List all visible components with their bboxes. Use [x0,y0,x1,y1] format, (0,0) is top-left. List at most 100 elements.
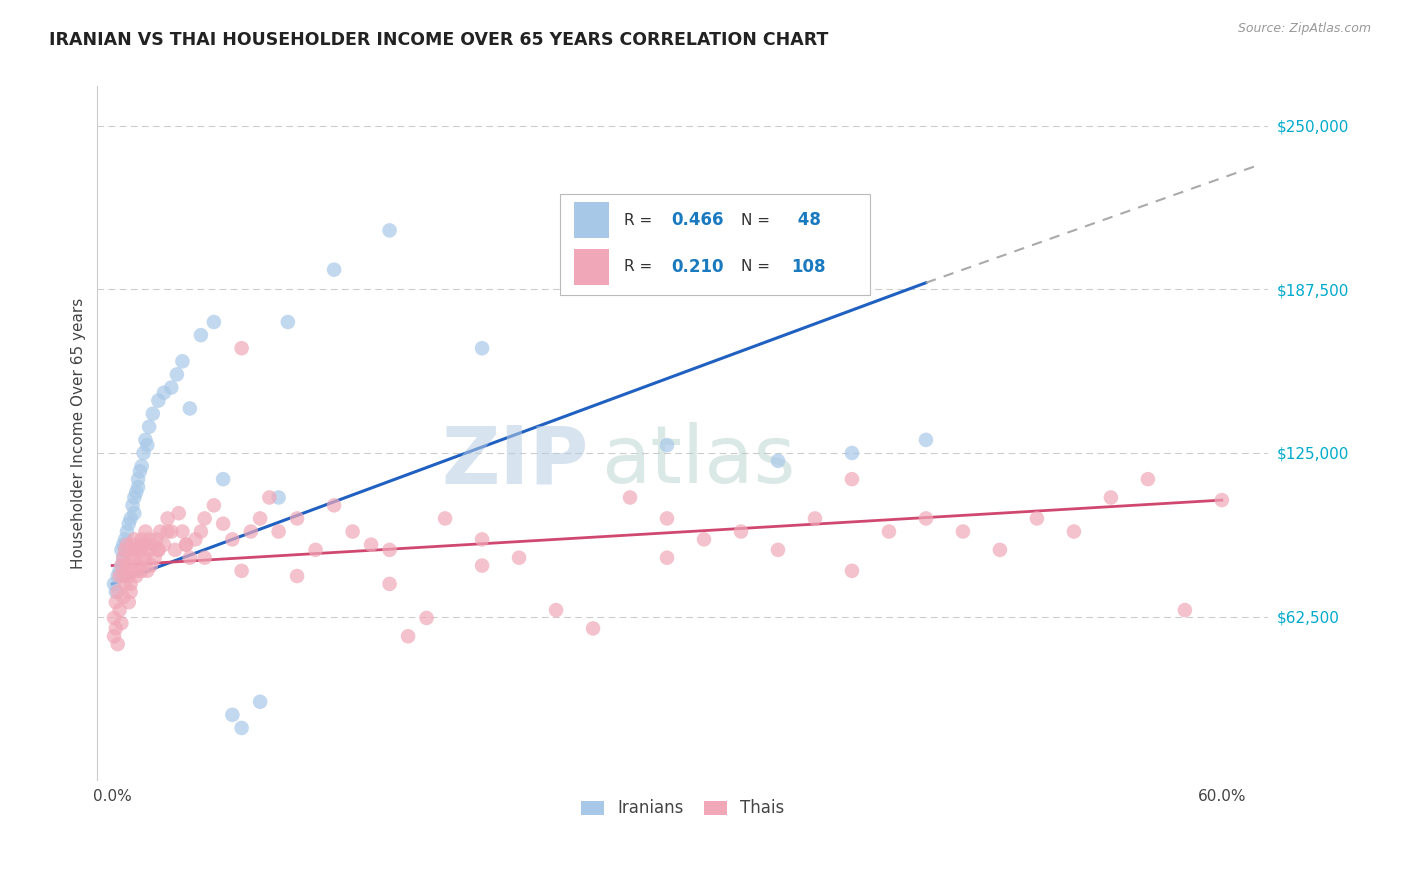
Point [131,564,153,578]
Point [136,564,159,578]
Y-axis label: Householder Income Over 65 years: Householder Income Over 65 years [72,298,86,569]
Point [766,454,789,468]
Point [915,433,938,447]
Point [172,354,194,368]
Point [118,516,141,531]
Point [138,533,160,547]
Point [202,315,225,329]
Point [110,616,132,631]
Point [125,542,148,557]
Point [121,538,143,552]
Point [190,328,212,343]
Point [221,707,243,722]
FancyBboxPatch shape [574,202,609,238]
Point [115,564,138,578]
Point [160,380,183,394]
Point [110,542,132,557]
Point [194,550,217,565]
Point [212,516,235,531]
Point [120,550,142,565]
Point [693,533,716,547]
Point [544,603,567,617]
Text: N =: N = [741,260,775,274]
Point [508,550,530,565]
Point [131,458,153,473]
Point [1063,524,1085,539]
Point [655,550,678,565]
Point [107,584,129,599]
Point [841,564,863,578]
Point [115,558,138,573]
FancyBboxPatch shape [574,249,609,285]
Point [112,590,135,604]
Point [179,401,201,416]
Text: N =: N = [741,213,775,227]
Point [259,491,281,505]
Point [115,538,138,552]
Text: atlas: atlas [600,422,796,500]
Point [142,538,165,552]
Point [108,564,131,578]
Legend: Iranians, Thais: Iranians, Thais [574,793,792,824]
Point [156,524,179,539]
Point [143,550,166,565]
Point [277,315,299,329]
Point [160,524,183,539]
Point [323,499,346,513]
Point [112,569,135,583]
Point [877,524,900,539]
Point [564,211,586,225]
Text: 48: 48 [792,211,821,229]
Point [104,622,127,636]
Point [134,550,156,565]
Point [952,524,974,539]
Point [148,393,170,408]
Point [378,223,401,237]
Point [582,622,605,636]
Point [118,569,141,583]
Point [120,584,142,599]
Point [1025,511,1047,525]
Point [114,577,136,591]
Point [121,499,143,513]
Point [125,569,148,583]
Point [988,542,1011,557]
Point [167,506,190,520]
Text: IRANIAN VS THAI HOUSEHOLDER INCOME OVER 65 YEARS CORRELATION CHART: IRANIAN VS THAI HOUSEHOLDER INCOME OVER … [49,31,828,49]
Point [163,542,186,557]
Point [131,538,153,552]
Point [396,629,419,643]
Point [142,407,165,421]
Text: Source: ZipAtlas.com: Source: ZipAtlas.com [1237,22,1371,36]
Point [166,368,188,382]
Point [112,550,135,565]
Text: R =: R = [624,213,658,227]
Point [342,524,364,539]
Point [471,558,494,573]
Point [124,533,146,547]
Point [128,464,150,478]
Point [212,472,235,486]
Point [120,577,142,591]
Point [136,438,159,452]
Point [114,542,136,557]
Point [1099,491,1122,505]
Point [138,542,160,557]
Point [378,577,401,591]
Point [231,564,253,578]
Point [184,533,207,547]
Point [655,438,678,452]
Point [108,603,131,617]
Point [360,538,382,552]
Point [1136,472,1159,486]
Point [267,524,290,539]
Point [124,542,146,557]
Point [655,511,678,525]
Point [267,491,290,505]
Point [124,550,146,565]
Point [145,533,167,547]
Point [104,584,127,599]
Point [194,511,217,525]
Point [131,533,153,547]
Point [148,542,170,557]
